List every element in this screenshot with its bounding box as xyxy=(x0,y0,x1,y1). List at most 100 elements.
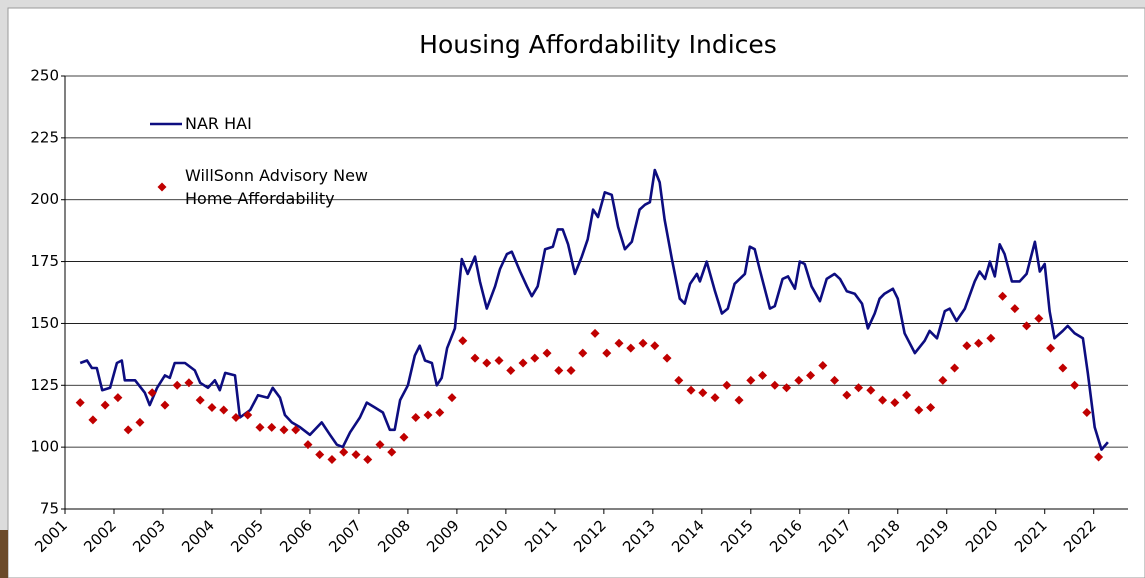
diamond-marker xyxy=(914,405,924,415)
diamond-marker xyxy=(1058,363,1068,373)
diamond-marker xyxy=(662,353,672,363)
diamond-marker xyxy=(554,365,564,375)
diamond-marker xyxy=(1082,408,1092,418)
diamond-marker xyxy=(674,375,684,385)
diamond-marker xyxy=(566,365,576,375)
diamond-marker xyxy=(734,395,744,405)
y-tick-label: 200 xyxy=(30,190,59,208)
diamond-marker xyxy=(1034,313,1044,323)
diamond-marker xyxy=(1022,321,1032,331)
chart-panel xyxy=(7,7,1145,578)
y-tick-label: 75 xyxy=(40,500,59,518)
diamond-marker xyxy=(806,370,816,380)
diamond-marker xyxy=(626,343,636,353)
y-tick-label: 125 xyxy=(30,376,59,394)
diamond-marker xyxy=(172,380,182,390)
diamond-marker xyxy=(722,380,732,390)
legend-entry: WillSonn Advisory New Home Affordability xyxy=(185,166,369,208)
diamond-marker xyxy=(399,432,409,442)
diamond-marker xyxy=(243,410,253,420)
diamond-marker xyxy=(1070,380,1080,390)
diamond-marker xyxy=(339,447,349,457)
diamond-marker xyxy=(435,408,445,418)
diamond-marker xyxy=(686,385,696,395)
diamond-marker xyxy=(88,415,98,425)
y-tick-label: 175 xyxy=(30,252,59,270)
diamond-marker xyxy=(854,383,864,393)
y-tick-label: 225 xyxy=(30,128,59,146)
diamond-marker xyxy=(974,338,984,348)
diamond-marker xyxy=(207,403,217,413)
diamond-marker xyxy=(351,450,361,460)
legend-label: NAR HAI xyxy=(185,114,252,133)
diamond-marker xyxy=(113,393,123,403)
diamond-marker xyxy=(303,440,313,450)
diamond-marker xyxy=(998,291,1008,301)
diamond-marker xyxy=(482,358,492,368)
diamond-marker xyxy=(1010,304,1020,314)
diamond-marker xyxy=(698,388,708,398)
diamond-marker xyxy=(315,450,325,460)
diamond-marker xyxy=(746,375,756,385)
diamond-marker xyxy=(123,425,133,435)
diamond-marker xyxy=(423,410,433,420)
diamond-marker xyxy=(794,375,804,385)
chart-title: Housing Affordability Indices xyxy=(419,30,777,59)
diamond-marker xyxy=(75,398,85,408)
diamond-marker xyxy=(542,348,552,358)
diamond-marker xyxy=(614,338,624,348)
diamond-marker xyxy=(1046,343,1056,353)
diamond-marker xyxy=(638,338,648,348)
diamond-marker xyxy=(219,405,229,415)
diamond-marker xyxy=(195,395,205,405)
y-tick-label: 150 xyxy=(30,314,59,332)
diamond-marker xyxy=(1094,452,1104,462)
diamond-marker xyxy=(578,348,588,358)
diamond-marker xyxy=(291,425,301,435)
diamond-marker xyxy=(160,400,170,410)
diamond-marker xyxy=(470,353,480,363)
diamond-marker xyxy=(602,348,612,358)
diamond-marker xyxy=(458,336,468,346)
diamond-marker xyxy=(267,422,277,432)
diamond-marker xyxy=(447,393,457,403)
legend-entry: NAR HAI xyxy=(185,114,252,133)
diamond-marker xyxy=(878,395,888,405)
diamond-marker xyxy=(100,400,110,410)
diamond-marker xyxy=(650,341,660,351)
line-series xyxy=(79,168,1109,451)
diamond-marker xyxy=(830,375,840,385)
diamond-marker xyxy=(147,388,157,398)
diamond-marker xyxy=(184,378,194,388)
diamond-marker xyxy=(926,403,936,413)
diamond-marker xyxy=(770,380,780,390)
diamond-marker xyxy=(518,358,528,368)
diamond-marker xyxy=(279,425,289,435)
diamond-marker xyxy=(986,333,996,343)
diamond-marker xyxy=(494,356,504,366)
diamond-marker xyxy=(938,375,948,385)
diamond-marker xyxy=(710,393,720,403)
diamond-marker xyxy=(890,398,900,408)
diamond-marker xyxy=(231,412,241,422)
diamond-marker xyxy=(866,385,876,395)
legend-swatch xyxy=(157,182,167,192)
legend-label: WillSonn Advisory New Home Affordability xyxy=(185,166,369,208)
diamond-marker xyxy=(842,390,852,400)
diamond-marker xyxy=(506,365,516,375)
y-tick-label: 100 xyxy=(30,438,59,456)
diamond-marker xyxy=(590,328,600,338)
diamond-marker xyxy=(363,455,373,465)
diamond-marker xyxy=(375,440,385,450)
diamond-marker xyxy=(255,422,265,432)
diamond-marker xyxy=(387,447,397,457)
diamond-marker xyxy=(411,412,421,422)
y-tick-label: 250 xyxy=(30,67,59,85)
diamond-marker xyxy=(782,383,792,393)
diamond-marker xyxy=(327,455,337,465)
diamond-marker xyxy=(135,417,145,427)
frame-edge xyxy=(0,530,8,578)
diamond-marker xyxy=(962,341,972,351)
diamond-marker xyxy=(530,353,540,363)
